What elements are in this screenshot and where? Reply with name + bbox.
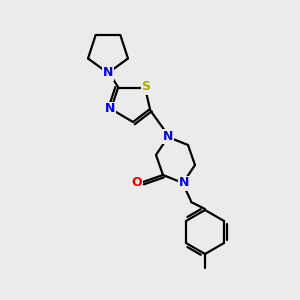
Text: N: N bbox=[179, 176, 189, 190]
Text: O: O bbox=[132, 176, 142, 188]
Text: N: N bbox=[163, 130, 173, 142]
Text: S: S bbox=[142, 80, 151, 94]
Text: N: N bbox=[103, 67, 113, 80]
Text: N: N bbox=[105, 103, 115, 116]
